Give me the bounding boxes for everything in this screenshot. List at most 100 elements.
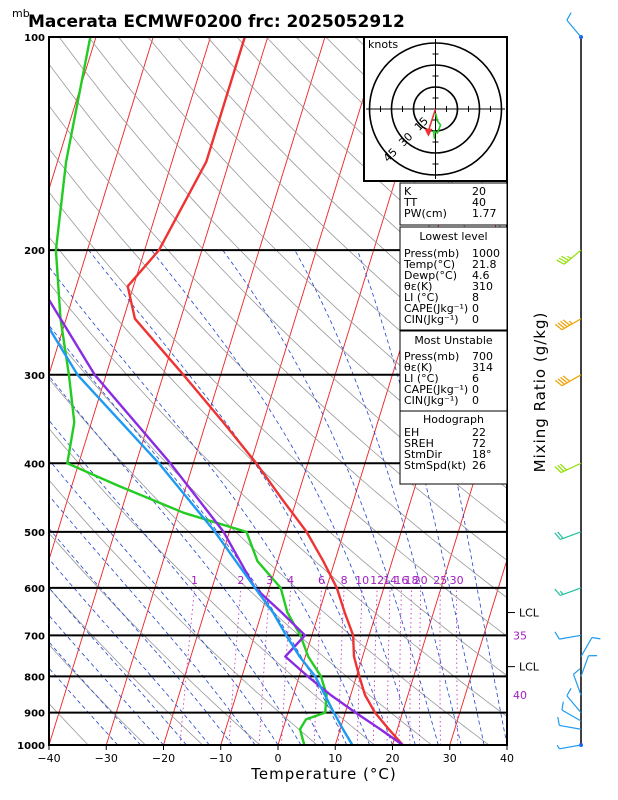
- wind-barb-flag: [558, 257, 567, 263]
- wind-barb-staff: [559, 724, 582, 730]
- dry-adiabat-line: [49, 282, 507, 717]
- dry-adiabat-line: [49, 63, 507, 525]
- pressure-tick-label: 900: [24, 709, 45, 720]
- moist-adiabat-line: [49, 667, 118, 745]
- wind-barb-flag: [554, 532, 561, 540]
- index-value: 26: [472, 459, 486, 472]
- wind-barb-flag: [554, 631, 560, 640]
- storm-motion-arrowhead: [424, 128, 433, 137]
- index-value: 0: [472, 383, 479, 396]
- index-value: 1000: [472, 247, 500, 260]
- x-tick-label: −20: [152, 752, 175, 765]
- index-label: StmSpd(kt): [404, 459, 466, 472]
- mixing-ratio-line: [179, 587, 195, 745]
- index-label: Temp(°C): [403, 258, 455, 271]
- series-temperature: [126, 37, 404, 745]
- pressure-tick-label: 100: [24, 33, 45, 44]
- x-tick-label: 20: [386, 752, 400, 765]
- index-value: 310: [472, 280, 493, 293]
- wind-barb-flag: [554, 323, 563, 331]
- index-label: CIN(Jkg⁻¹): [404, 313, 459, 326]
- wind-barb-staff: [563, 249, 582, 265]
- mixing-ratio-line: [409, 587, 412, 745]
- pressure-tick-label: 700: [24, 631, 45, 642]
- dry-adiabat-line: [117, 37, 507, 421]
- isotherm-line: [49, 37, 269, 745]
- index-value: 18°: [472, 448, 492, 461]
- wind-barb-flag: [557, 378, 565, 385]
- chart-title: Macerata ECMWF0200 frc: 2025052912: [28, 12, 405, 32]
- index-value: 0: [472, 313, 479, 326]
- wind-barb-half: [556, 744, 560, 750]
- dry-adiabat-line: [49, 378, 432, 745]
- dry-adiabat-line: [49, 105, 507, 561]
- theta-e-label: 40: [513, 689, 527, 702]
- moist-adiabat-line: [49, 587, 187, 745]
- index-section-title: Most Unstable: [414, 334, 493, 347]
- wind-barb-flag: [562, 375, 571, 382]
- mixing-ratio-label: 12: [370, 574, 384, 587]
- index-value: 4.6: [472, 269, 490, 282]
- pressure-tick-label: 200: [24, 246, 45, 257]
- wind-barb-staff: [580, 637, 593, 657]
- mixing-ratio-label: 2: [237, 574, 244, 587]
- dry-adiabat-line: [88, 37, 507, 455]
- wind-barb-half: [568, 320, 573, 325]
- wind-barb-flag: [566, 12, 572, 21]
- lcl-label: LCL: [519, 607, 540, 620]
- index-label: Press(mb): [404, 247, 459, 260]
- wind-barb-flag: [559, 463, 567, 471]
- x-tick-label: −40: [37, 752, 60, 765]
- mixing-ratio-label: 18: [405, 574, 419, 587]
- index-value: 72: [472, 437, 486, 450]
- index-label: LI (°C): [404, 372, 439, 385]
- wind-barb-flag: [566, 688, 572, 697]
- mixing-ratio-line: [419, 587, 422, 745]
- dry-adiabat-line: [49, 587, 203, 745]
- pressure-tick-label: 500: [24, 528, 45, 539]
- moist-adiabat-line: [49, 266, 370, 745]
- index-label: θε(K): [404, 280, 432, 293]
- index-label: Press(mb): [404, 350, 459, 363]
- index-value: 40: [472, 196, 486, 209]
- isotherm-line: [49, 37, 97, 191]
- wind-barb-staff: [561, 709, 582, 722]
- mixing-ratio-label: 20: [414, 574, 428, 587]
- wind-barb-flag: [561, 255, 570, 261]
- index-label: SREH: [404, 437, 434, 450]
- dry-adiabat-line: [49, 191, 507, 637]
- series-wet-bulb: [49, 325, 354, 745]
- mixing-ratio-label: 4: [287, 574, 294, 587]
- mixing-ratio-label: 30: [450, 574, 464, 587]
- x-tick-label: −30: [95, 752, 118, 765]
- isotherm-line: [49, 37, 211, 562]
- index-value: 0: [472, 302, 479, 315]
- index-label: θε(K): [404, 361, 432, 374]
- index-value: 1.77: [472, 207, 497, 220]
- index-section-title: Hodograph: [423, 413, 484, 426]
- index-value: 6: [472, 372, 479, 385]
- pressure-tick-label: 800: [24, 672, 45, 683]
- moist-adiabat-line: [88, 249, 393, 745]
- pressure-tick-label: 1000: [17, 741, 45, 752]
- mixing-ratio-label: 3: [266, 574, 273, 587]
- wind-barb-flag: [562, 319, 571, 326]
- wind-barb-staff: [561, 374, 582, 387]
- isotherm-line: [449, 558, 507, 745]
- moist-adiabat-line: [49, 641, 141, 745]
- wind-barb-flag: [557, 716, 560, 726]
- wind-barb-staff: [566, 19, 582, 38]
- wind-barb-flag: [556, 259, 565, 265]
- wind-barb-flag: [557, 531, 564, 539]
- wind-barb-flag: [554, 588, 561, 596]
- wind-barb-staff: [572, 674, 582, 696]
- index-label: CAPE(Jkg⁻¹): [404, 383, 468, 396]
- y-axis-label: Mixing Ratio (g/kg): [531, 312, 549, 473]
- index-value: 0: [472, 394, 479, 407]
- wind-barb-flag: [561, 701, 564, 711]
- wind-profile: [554, 12, 601, 750]
- mixing-ratio-label: 16: [394, 574, 408, 587]
- dry-adiabat-line: [49, 644, 146, 745]
